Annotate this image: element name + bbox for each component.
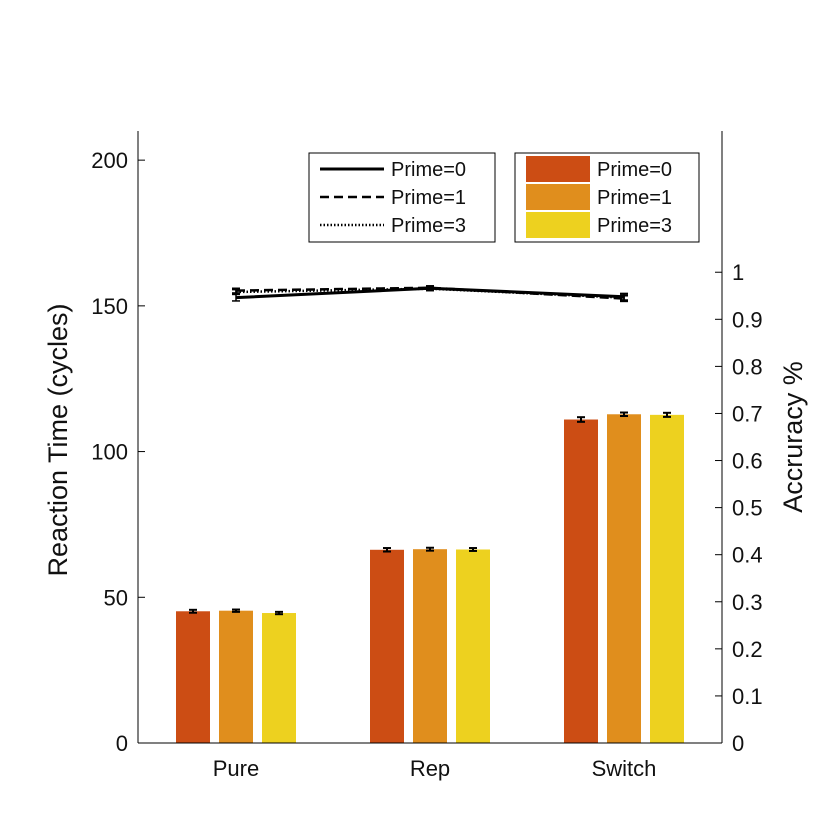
legend-bar-swatch: [526, 184, 590, 210]
bar: [607, 414, 641, 743]
y-left-tick-label: 100: [91, 440, 128, 465]
legend-bar-label: Prime=3: [597, 215, 672, 237]
y-right-tick-label: 1: [732, 260, 744, 285]
bar: [650, 414, 684, 743]
lines-layer: [232, 285, 628, 303]
bar: [176, 611, 210, 743]
legend-line-label: Prime=0: [391, 159, 466, 181]
y-right-tick-label: 0.2: [732, 637, 763, 662]
y-right-tick-label: 0.5: [732, 496, 763, 521]
x-tick-label: Rep: [410, 756, 450, 781]
y-right-tick-label: 0.3: [732, 590, 763, 615]
y-right-tick-label: 0.6: [732, 449, 763, 474]
x-tick-label: Pure: [213, 756, 259, 781]
legend-bar-swatch: [526, 212, 590, 238]
y-right-tick-label: 0.7: [732, 401, 763, 426]
y-left-tick-label: 200: [91, 148, 128, 173]
y-axis-left-label: Reaction Time (cycles): [43, 303, 73, 576]
y-axis-right-label: Accruracy %: [778, 361, 808, 513]
y-left-tick-label: 150: [91, 294, 128, 319]
x-tick-label: Switch: [592, 756, 657, 781]
legend-bar-label: Prime=1: [597, 187, 672, 209]
y-right-tick-label: 0.9: [732, 307, 763, 332]
bar: [456, 549, 490, 743]
bar: [219, 610, 253, 743]
y-left-tick-label: 50: [104, 585, 128, 610]
y-right-tick-label: 0.8: [732, 354, 763, 379]
y-right-tick-label: 0.1: [732, 684, 763, 709]
bar: [413, 549, 447, 743]
y-right-tick-label: 0: [732, 731, 744, 756]
y-right-tick-label: 0.4: [732, 543, 763, 568]
bar: [564, 419, 598, 743]
bar: [262, 613, 296, 743]
legend-bar-label: Prime=0: [597, 159, 672, 181]
accuracy-line: [235, 287, 625, 299]
bar: [370, 549, 404, 743]
y-left-tick-label: 0: [116, 731, 128, 756]
legend-line-label: Prime=1: [391, 187, 466, 209]
legend-bar-swatch: [526, 156, 590, 182]
axes-layer: 0 50 100 150 200 0 0.1 0.2 0.3 0.4 0.5 0.6 0.7 0.8 0.9…: [91, 131, 763, 781]
accuracy-line: [235, 286, 625, 300]
legend-layer: Prime=0 Prime=1 Prime=3 Prime=0 Prime=1 Prime…: [308, 152, 700, 243]
bars-layer: [176, 411, 684, 743]
legend-line-label: Prime=3: [391, 215, 466, 237]
